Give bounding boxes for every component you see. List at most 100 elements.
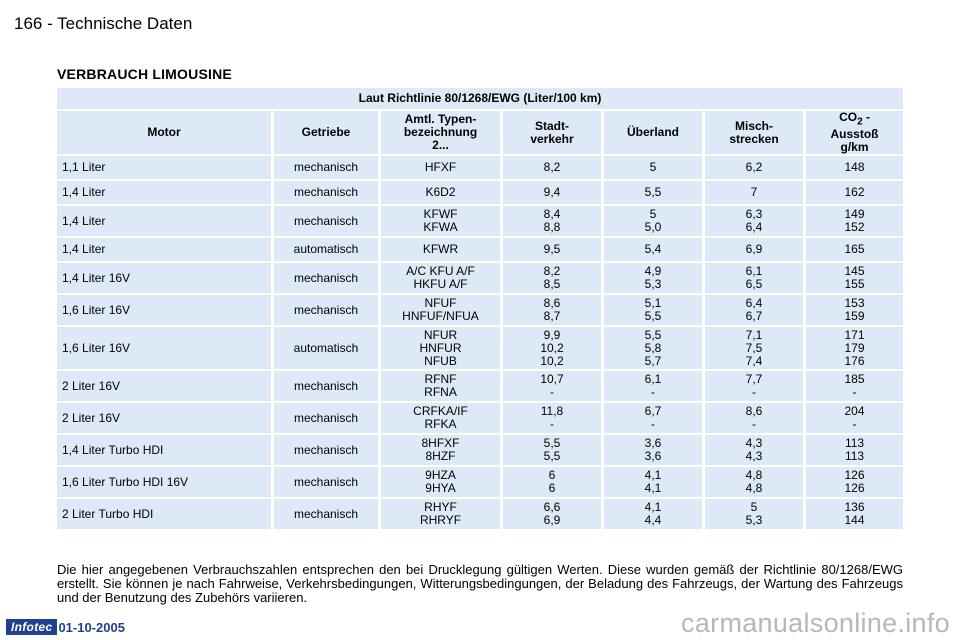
- cell-line: 148: [844, 160, 865, 175]
- cell-line: 7: [750, 185, 758, 200]
- cell-ueberland: 6,1-: [601, 371, 702, 402]
- cell-getriebe: mechanisch: [271, 156, 378, 180]
- col-header-typ-line: bezeichnung: [403, 125, 478, 140]
- table-row: 1,6 Liter 16V mechanisch NFUF HNFUF/NFUA 8,6…: [57, 295, 904, 326]
- cell-line: 6,1: [644, 372, 662, 387]
- cell-line: 8HZF: [425, 449, 456, 464]
- cell-line: 5: [649, 207, 657, 222]
- table-row: 1,1 Liter mechanisch HFXF 8,2 5 6,2 148: [57, 156, 904, 180]
- table-body: 1,1 Liter mechanisch HFXF 8,2 5 6,2 148 1,4 Lit…: [57, 156, 904, 530]
- cell-line: 7,7: [745, 372, 763, 387]
- cell-co2: 126 126: [803, 467, 904, 498]
- cell-line: -: [550, 417, 554, 432]
- cell-getriebe: mechanisch: [271, 499, 378, 530]
- cell-line: RFNF: [424, 372, 457, 387]
- cell-typ: 8HFXF 8HZF: [378, 435, 500, 466]
- cell-ueberland: 6,7-: [601, 403, 702, 434]
- cell-line: 204: [844, 404, 865, 419]
- col-header-co2-line: g/km: [840, 140, 869, 155]
- cell-motor: 1,4 Liter Turbo HDI: [57, 435, 271, 466]
- cell-getriebe: mechanisch: [271, 435, 378, 466]
- cell-co2: 171 179 176: [803, 327, 904, 370]
- cell-ueberland: 4,1 4,4: [601, 499, 702, 530]
- cell-misch: 5 5,3: [702, 499, 803, 530]
- cell-co2: 113 113: [803, 435, 904, 466]
- cell-line: 155: [844, 277, 865, 292]
- col-header-typ-line: Amtl. Typen-: [404, 112, 477, 127]
- cell-line: 9,9: [543, 327, 561, 342]
- cell-line: KFWF: [423, 207, 458, 222]
- cell-line: 5,0: [644, 220, 662, 235]
- cell-line: 6,2: [745, 160, 763, 175]
- cell-ueberland: 5: [601, 156, 702, 180]
- cell-co2: 165: [803, 238, 904, 262]
- cell-line: -: [752, 385, 756, 400]
- cell-typ: K6D2: [378, 181, 500, 205]
- cell-line: 165: [844, 242, 865, 257]
- cell-ueberland: 5,5: [601, 181, 702, 205]
- cell-co2: 185-: [803, 371, 904, 402]
- cell-getriebe: mechanisch: [271, 403, 378, 434]
- cell-line: 9,5: [543, 242, 561, 257]
- col-header-misch: Misch- strecken: [702, 111, 803, 155]
- cell-misch: 4,3 4,3: [702, 435, 803, 466]
- cell-line: 126: [844, 481, 865, 496]
- cell-line: 176: [844, 353, 865, 368]
- cell-line: HFXF: [424, 160, 457, 175]
- cell-line: 6,9: [543, 513, 561, 528]
- cell-line: 10,2: [540, 340, 564, 355]
- cell-ueberland: 4,1 4,1: [601, 467, 702, 498]
- cell-line: 5,5: [644, 309, 662, 324]
- cell-line: 5: [649, 160, 657, 175]
- cell-typ: KFWF KFWA: [378, 206, 500, 237]
- cell-motor: 1,4 Liter: [57, 206, 271, 237]
- cell-line: 4,3: [745, 436, 763, 451]
- table-header-row: Motor Getriebe Amtl. Typen- bezeichnung …: [57, 111, 904, 155]
- cell-line: 3,6: [644, 449, 662, 464]
- table-span-header-row: Laut Richtlinie 80/1268/EWG (Liter/100 k…: [57, 88, 904, 109]
- cell-typ: 9HZA 9HYA: [378, 467, 500, 498]
- cell-line: K6D2: [425, 185, 456, 200]
- cell-line: 149: [844, 207, 865, 222]
- cell-typ: CRFKA/IF RFKA: [378, 403, 500, 434]
- cell-line: 4,1: [644, 500, 662, 515]
- cell-line: 10,2: [540, 353, 564, 368]
- cell-line: 7,5: [745, 340, 763, 355]
- col-header-co2-line: Ausstoß: [830, 127, 879, 142]
- cell-typ: A/C KFU A/F HKFU A/F: [378, 263, 500, 294]
- cell-line: 9HZA: [425, 468, 456, 483]
- cell-typ: NFUF HNFUF/NFUA: [378, 295, 500, 326]
- cell-line: 4,1: [644, 481, 662, 496]
- footer-date: 01-10-2005: [58, 619, 125, 635]
- col-header-typ: Amtl. Typen- bezeichnung 2...: [378, 111, 500, 155]
- cell-misch: 6,4 6,7: [702, 295, 803, 326]
- cell-line: HNFUF/NFUA: [402, 309, 479, 324]
- cell-line: 4,3: [745, 449, 763, 464]
- watermark: carmanualsonline.info: [681, 608, 950, 638]
- cell-line: 4,9: [644, 264, 662, 279]
- cell-line: A/C KFU A/F: [406, 264, 475, 279]
- cell-stadt: 9,5: [500, 238, 601, 262]
- cell-getriebe: mechanisch: [271, 263, 378, 294]
- col-header-stadt-line: verkehr: [530, 131, 574, 146]
- cell-misch: 6,1 6,5: [702, 263, 803, 294]
- co2-prefix: CO: [839, 110, 858, 124]
- cell-line: 6: [548, 481, 556, 496]
- cell-line: 7,1: [745, 327, 763, 342]
- table-row: 1,4 Liter mechanisch KFWF KFWA 8,4 8,8 5 5,0 6,3…: [57, 206, 904, 237]
- cell-motor: 1,6 Liter 16V: [57, 295, 271, 326]
- cell-line: 162: [844, 185, 865, 200]
- cell-misch: 6,3 6,4: [702, 206, 803, 237]
- cell-stadt: 6,6 6,9: [500, 499, 601, 530]
- cell-line: -: [852, 417, 857, 432]
- cell-line: 8,5: [543, 277, 561, 292]
- cell-line: -: [752, 417, 756, 432]
- cell-stadt: 9,4: [500, 181, 601, 205]
- cell-line: 152: [844, 220, 865, 235]
- col-header-co2-line: CO2 -: [806, 111, 903, 128]
- cell-line: KFWA: [423, 220, 458, 235]
- cell-typ: RHYF RHRYF: [378, 499, 500, 530]
- col-header-misch-line: strecken: [729, 131, 779, 146]
- cell-line: 145: [844, 264, 865, 279]
- cell-line: NFUR: [423, 327, 458, 342]
